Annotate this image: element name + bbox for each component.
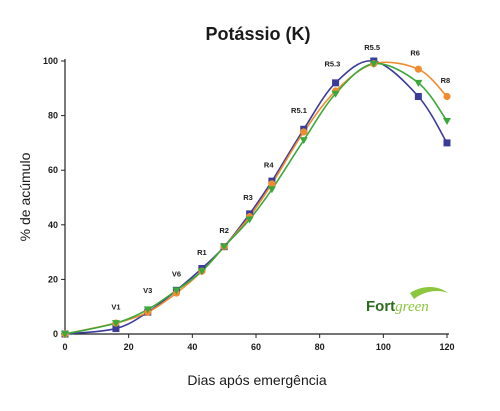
- logo-part2: green: [395, 299, 429, 315]
- stage-label: R3: [243, 193, 253, 202]
- x-tick-label: 40: [187, 342, 197, 352]
- x-tick-label: 100: [376, 342, 391, 352]
- stage-label: R1: [197, 248, 207, 257]
- series-markers: [61, 57, 451, 338]
- stage-label: V6: [172, 270, 181, 279]
- data-point-circle: [443, 92, 451, 101]
- x-tick-label: 60: [251, 342, 261, 352]
- data-point-triangle: [369, 60, 378, 68]
- stage-label: V1: [111, 302, 120, 311]
- data-point-square: [414, 92, 422, 100]
- stage-label: V3: [143, 286, 152, 295]
- series-line-3: [64, 62, 448, 335]
- stage-label: R5.3: [324, 59, 340, 68]
- series-line-2: [64, 61, 448, 335]
- data-point-circle: [300, 128, 308, 136]
- data-point-triangle: [61, 331, 69, 338]
- y-tick-label: 40: [48, 220, 58, 230]
- data-point-triangle: [414, 79, 423, 87]
- y-tick-label: 100: [43, 56, 58, 66]
- data-point-triangle: [267, 186, 276, 194]
- data-point-triangle: [172, 287, 181, 295]
- y-tick-label: 20: [48, 274, 58, 284]
- chart-title: Potássio (K): [205, 24, 310, 44]
- data-point-triangle: [331, 90, 340, 98]
- data-point-circle: [268, 180, 276, 188]
- x-tick-label: 0: [62, 342, 67, 352]
- x-tick-label: 80: [315, 342, 325, 352]
- data-point-triangle: [220, 243, 229, 251]
- y-tick-label: 60: [48, 165, 58, 175]
- y-tick-label: 0: [53, 329, 58, 339]
- data-point-circle: [414, 65, 422, 73]
- data-point-triangle: [197, 268, 206, 276]
- stage-label: R5.1: [291, 106, 307, 115]
- stage-label: R4: [264, 160, 274, 169]
- stage-label: R6: [410, 49, 420, 58]
- stage-label: R5.5: [364, 43, 380, 52]
- series-lines: [64, 60, 448, 335]
- data-point-triangle: [443, 118, 451, 126]
- data-point-triangle: [111, 320, 120, 328]
- data-point-square: [443, 139, 451, 147]
- y-tick-label: 80: [48, 111, 58, 121]
- x-tick-label: 20: [124, 342, 134, 352]
- data-point-square: [112, 325, 120, 333]
- stage-label: R2: [219, 226, 229, 235]
- logo-part1: Fort: [366, 298, 395, 315]
- logo-swoosh: [410, 287, 448, 299]
- logo-text: Fortgreen: [366, 298, 429, 315]
- data-point-triangle: [143, 306, 152, 314]
- fortgreen-logo: Fortgreen: [366, 287, 448, 315]
- y-axis-label: % de acúmulo: [17, 152, 33, 241]
- data-point-square: [332, 79, 340, 87]
- x-axis-label: Dias após emergência: [187, 372, 327, 388]
- data-point-triangle: [299, 137, 308, 145]
- stage-label: R8: [441, 76, 451, 85]
- stage-labels: V1 V3 V6 R1 R2 R3 R4 R5.1 R5.3 R5.5 R6 R8: [111, 43, 450, 311]
- data-point-triangle: [245, 216, 254, 224]
- axes: 0 20 40 60 80 100 0 20 40 60 80 100 120: [43, 56, 455, 352]
- x-tick-label: 120: [439, 342, 454, 352]
- series-line-1: [64, 60, 448, 335]
